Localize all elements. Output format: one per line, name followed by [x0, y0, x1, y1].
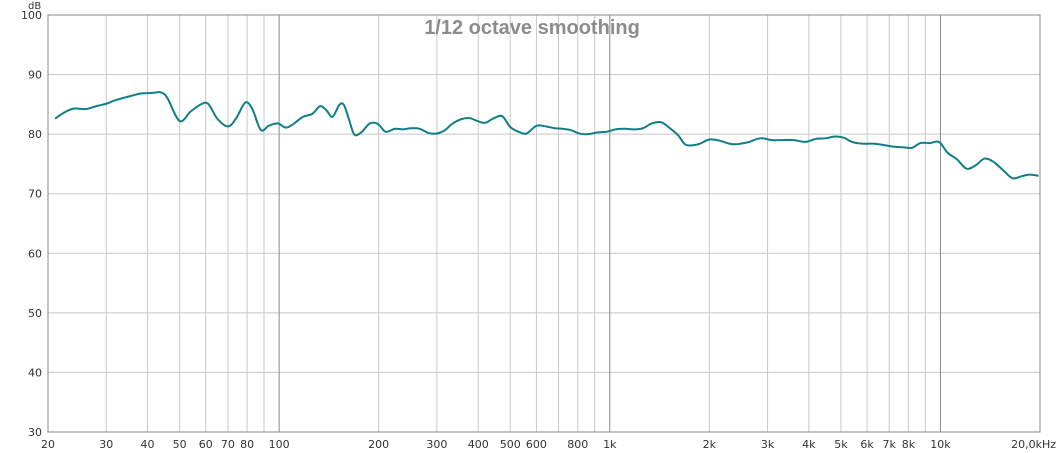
x-tick-label: 3k: [761, 438, 775, 451]
y-tick-label: 40: [28, 366, 42, 379]
x-tick-label: 300: [426, 438, 447, 451]
series-line: [54, 91, 1039, 180]
y-tick-label: 80: [28, 128, 42, 141]
x-tick-label: 30: [99, 438, 113, 451]
x-tick-label: 20: [41, 438, 55, 451]
x-tick-label: 10k: [930, 438, 951, 451]
x-tick-label: 7k: [883, 438, 897, 451]
y-tick-label: 100: [21, 9, 42, 22]
x-tick-label: 50: [173, 438, 187, 451]
x-tick-label: 20,0kHz: [1011, 438, 1056, 451]
y-axis-unit: dB: [28, 1, 41, 12]
x-tick-label: 2k: [703, 438, 717, 451]
x-tick-label: 40: [141, 438, 155, 451]
x-tick-label: 70: [221, 438, 235, 451]
x-tick-label: 100: [269, 438, 290, 451]
y-tick-label: 90: [28, 69, 42, 82]
y-tick-label: 60: [28, 247, 42, 260]
series-group: [54, 91, 1039, 180]
grid: [48, 14, 1040, 433]
x-tick-label: 200: [368, 438, 389, 451]
x-tick-label: 400: [468, 438, 489, 451]
x-tick-label: 4k: [802, 438, 816, 451]
x-tick-label: 8k: [902, 438, 916, 451]
x-tick-label: 800: [567, 438, 588, 451]
plot-area: [48, 15, 1040, 432]
x-tick-label: 5k: [834, 438, 848, 451]
plot-border: [47, 14, 1041, 433]
x-tick-label: 1k: [603, 438, 617, 451]
x-tick-label: 500: [500, 438, 521, 451]
y-tick-label: 70: [28, 188, 42, 201]
x-tick-label: 6k: [860, 438, 874, 451]
x-tick-label: 80: [240, 438, 254, 451]
y-tick-label: 50: [28, 307, 42, 320]
x-tick-label: 60: [199, 438, 213, 451]
y-tick-label: 30: [28, 426, 42, 439]
x-tick-label: 600: [526, 438, 547, 451]
chart-title: 1/12 octave smoothing: [424, 17, 640, 39]
